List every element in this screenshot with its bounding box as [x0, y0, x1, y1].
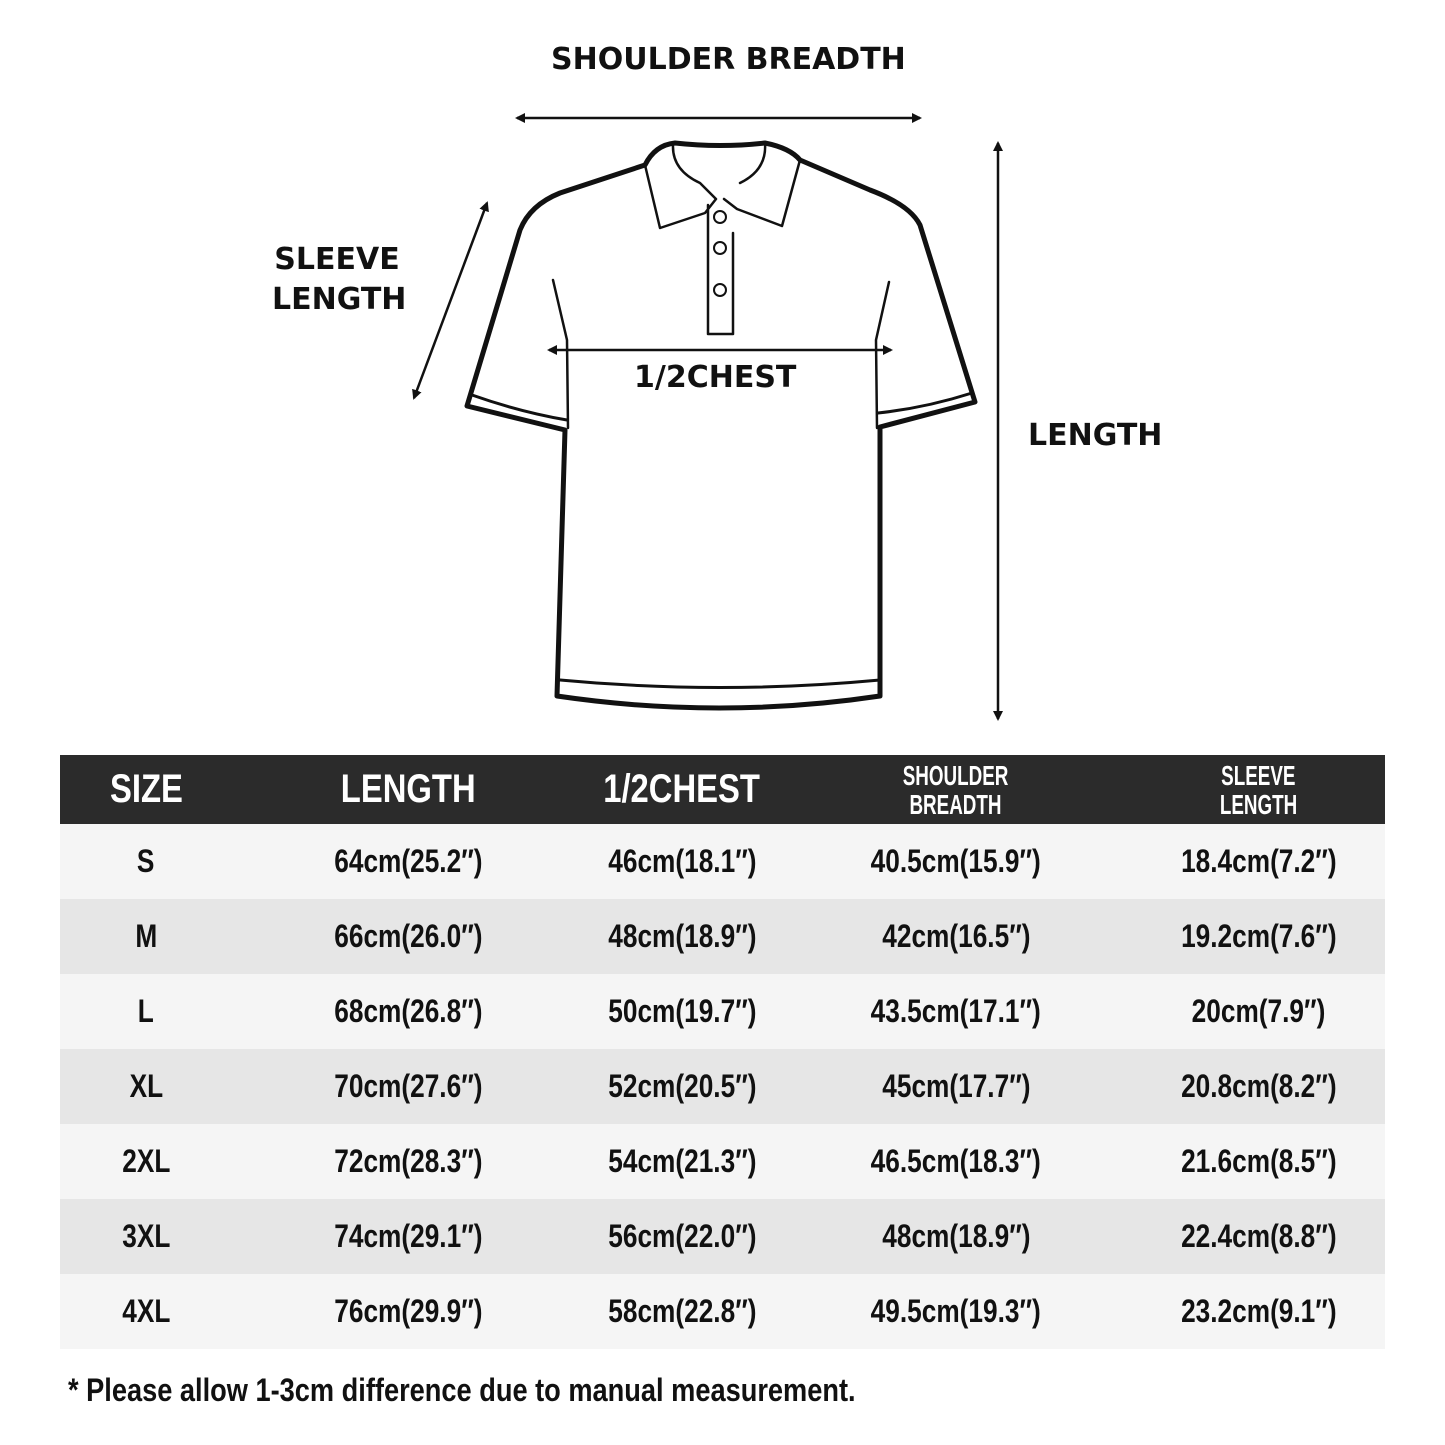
header-length: LENGTH — [340, 767, 476, 811]
header-shoulder: SHOULDER BREADTH — [903, 759, 1009, 820]
table-cell: 46cm(18.1″) — [607, 843, 757, 879]
table-cell: 54cm(21.3″) — [607, 1143, 757, 1179]
table-cell: 74cm(29.1″) — [333, 1218, 483, 1254]
table-row: 4XL 76cm(29.9″) 58cm(22.8″) 49.5cm(19.3″) 23… — [60, 1274, 1385, 1349]
table-cell: S — [137, 843, 155, 879]
sleeve-label-line2: LENGTH — [272, 282, 407, 317]
table-cell: 42cm(16.5″) — [881, 918, 1031, 954]
table-cell: M — [135, 918, 157, 954]
length-label: LENGTH — [1028, 418, 1163, 453]
chest-label: 1/2CHEST — [634, 360, 797, 395]
polo-shirt-diagram — [412, 113, 1003, 721]
table-cell: 43.5cm(17.1″) — [870, 993, 1042, 1029]
table-cell: 20.8cm(8.2″) — [1180, 1068, 1337, 1104]
table-cell: 72cm(28.3″) — [333, 1143, 483, 1179]
table-cell: 3XL — [121, 1218, 171, 1254]
table-cell: XL — [129, 1068, 163, 1104]
table-header: SIZE LENGTH 1/2CHEST SHOULDER BREADTH SLE… — [60, 755, 1385, 824]
table-cell: 49.5cm(19.3″) — [870, 1293, 1042, 1329]
table-cell: 18.4cm(7.2″) — [1180, 843, 1337, 879]
table-row: S 64cm(25.2″) 46cm(18.1″) 40.5cm(15.9″) 18.4… — [60, 824, 1385, 899]
table-cell: 48cm(18.9″) — [881, 1218, 1031, 1254]
header-size: SIZE — [109, 767, 183, 811]
table-cell: 4XL — [121, 1293, 171, 1329]
table-cell: 66cm(26.0″) — [333, 918, 483, 954]
table-cell: 22.4cm(8.8″) — [1180, 1218, 1337, 1254]
table-row: 3XL 74cm(29.1″) 56cm(22.0″) 48cm(18.9″) 22.4… — [60, 1199, 1385, 1274]
shoulder-breadth-label: SHOULDER BREADTH — [551, 42, 906, 77]
table-row: 2XL 72cm(28.3″) 54cm(21.3″) 46.5cm(18.3″) 21… — [60, 1124, 1385, 1199]
table-cell: 21.6cm(8.5″) — [1180, 1143, 1337, 1179]
shirt-outline — [464, 140, 978, 711]
table-cell: 52cm(20.5″) — [607, 1068, 757, 1104]
table-cell: 56cm(22.0″) — [607, 1218, 757, 1254]
table-cell: 45cm(17.7″) — [881, 1068, 1031, 1104]
table-cell: 70cm(27.6″) — [333, 1068, 483, 1104]
table-cell: 76cm(29.9″) — [333, 1293, 483, 1329]
sleeve-arrow — [412, 201, 489, 400]
size-table: SIZE LENGTH 1/2CHEST SHOULDER BREADTH SLE… — [60, 755, 1385, 1349]
sleeve-length-label: SLEEVE LENGTH — [272, 240, 407, 320]
table-cell: 23.2cm(9.1″) — [1180, 1293, 1337, 1329]
table-cell: 19.2cm(7.6″) — [1180, 918, 1337, 954]
header-sleeve: SLEEVE LENGTH — [1219, 759, 1298, 820]
table-cell: 46.5cm(18.3″) — [870, 1143, 1042, 1179]
table-cell: L — [137, 993, 155, 1029]
table-row: L 68cm(26.8″) 50cm(19.7″) 43.5cm(17.1″) 20cm… — [60, 974, 1385, 1049]
footnote: * Please allow 1-3cm difference due to m… — [68, 1372, 856, 1408]
table-cell: 20cm(7.9″) — [1191, 993, 1326, 1029]
table-cell: 58cm(22.8″) — [607, 1293, 757, 1329]
table-row: M 66cm(26.0″) 48cm(18.9″) 42cm(16.5″) 19.2cm… — [60, 899, 1385, 974]
header-chest: 1/2CHEST — [603, 767, 761, 811]
table-cell: 40.5cm(15.9″) — [870, 843, 1042, 879]
table-cell: 50cm(19.7″) — [607, 993, 757, 1029]
table-cell: 68cm(26.8″) — [333, 993, 483, 1029]
table-cell: 2XL — [121, 1143, 171, 1179]
sleeve-label-line1: SLEEVE — [274, 242, 400, 277]
table-cell: 64cm(25.2″) — [333, 843, 483, 879]
table-row: XL 70cm(27.6″) 52cm(20.5″) 45cm(17.7″) 20.8c… — [60, 1049, 1385, 1124]
table-cell: 48cm(18.9″) — [607, 918, 757, 954]
